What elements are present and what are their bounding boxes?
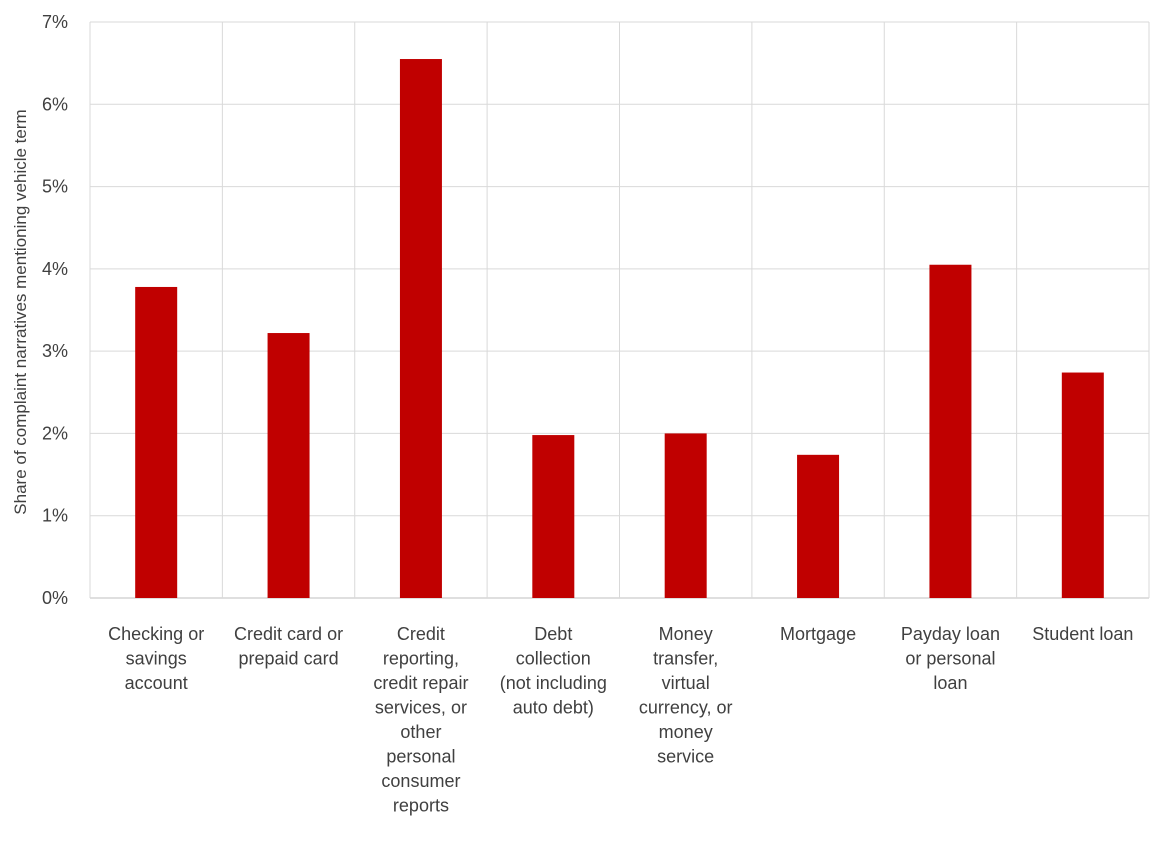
x-category-labels: Checking or savings account Credit card or p… xyxy=(108,624,1133,816)
bar xyxy=(532,435,575,598)
y-tick-label: 5% xyxy=(42,177,68,197)
y-tick-labels: 0% 1% 2% 3% 4% 5% 6% 7% xyxy=(42,12,68,608)
y-tick-label: 4% xyxy=(42,259,68,279)
y-axis-title: Share of complaint narratives mentioning… xyxy=(11,109,30,514)
grid-layer xyxy=(89,21,1150,599)
bar-layer xyxy=(135,59,1104,599)
y-tick-label: 3% xyxy=(42,341,68,361)
bar xyxy=(797,454,840,598)
bar xyxy=(1061,372,1104,598)
y-tick-label: 1% xyxy=(42,506,68,526)
x-category-label: Credit card or prepaid card xyxy=(234,624,343,669)
x-category-label: Student loan xyxy=(1032,624,1133,644)
y-tick-label: 0% xyxy=(42,588,68,608)
y-tick-label: 2% xyxy=(42,423,68,443)
x-category-label: Credit reporting, credit repair services, o… xyxy=(373,624,468,816)
bar xyxy=(135,286,178,598)
x-category-label: Checking or savings account xyxy=(108,624,204,693)
bar xyxy=(267,333,310,598)
x-category-label: Mortgage xyxy=(780,624,856,644)
y-tick-label: 6% xyxy=(42,94,68,114)
x-category-label: Debt collection (not including auto debt) xyxy=(500,624,607,718)
x-category-label: Money transfer, virtual currency, or money se… xyxy=(639,624,733,767)
x-category-label: Payday loan or personal loan xyxy=(901,624,1000,693)
bar xyxy=(399,59,442,599)
bar xyxy=(929,264,972,598)
y-tick-label: 7% xyxy=(42,12,68,32)
bar xyxy=(664,433,707,598)
